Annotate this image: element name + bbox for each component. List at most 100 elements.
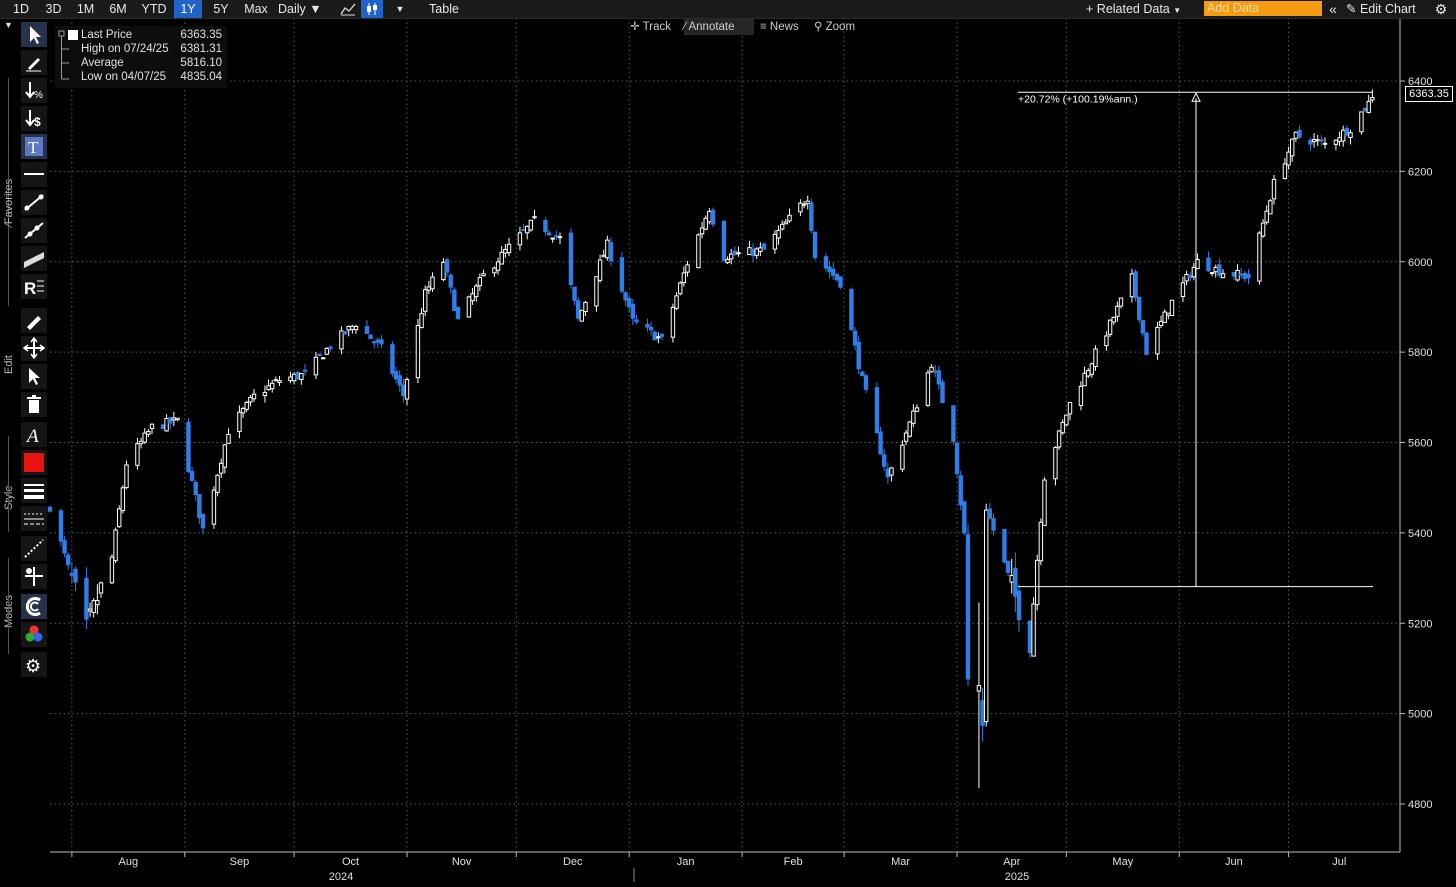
range-1y-button[interactable]: 1Y bbox=[174, 0, 202, 18]
candle-body bbox=[364, 326, 370, 334]
candle-body bbox=[980, 700, 985, 726]
candle-body bbox=[1231, 271, 1237, 277]
candle-body bbox=[780, 223, 785, 230]
candle-body bbox=[1260, 222, 1266, 237]
zoom-button[interactable]: ⚲ Zoom bbox=[814, 19, 866, 35]
candle-body bbox=[1348, 132, 1353, 138]
candle-body bbox=[401, 384, 406, 397]
candle-body bbox=[1144, 332, 1149, 355]
candle-body bbox=[576, 300, 581, 319]
range-1d-button[interactable]: 1D bbox=[13, 2, 29, 16]
range-6m-button[interactable]: 6M bbox=[109, 2, 127, 16]
font-style-icon[interactable]: A bbox=[21, 422, 47, 447]
candle-body bbox=[124, 464, 129, 489]
annotation-arrowhead bbox=[1191, 92, 1201, 102]
line-chart-icon[interactable] bbox=[336, 0, 360, 18]
channel-tool-icon[interactable] bbox=[21, 246, 47, 271]
legend-last-price[interactable]: Last Price 6363.35 bbox=[55, 28, 227, 42]
candle-body bbox=[444, 259, 450, 273]
trash-icon[interactable] bbox=[21, 392, 47, 417]
range-ytd-button[interactable]: YTD bbox=[141, 2, 167, 16]
trend-line-tool-icon[interactable] bbox=[21, 190, 47, 215]
pointer-tool-icon[interactable] bbox=[21, 22, 47, 47]
candle-body bbox=[1089, 363, 1095, 375]
range-1m-button[interactable]: 1M bbox=[76, 2, 95, 16]
candle-body bbox=[1257, 232, 1262, 282]
candle-body bbox=[1370, 97, 1375, 101]
candle-body bbox=[1264, 210, 1269, 223]
line-style-icon[interactable] bbox=[21, 506, 47, 531]
related-data-button[interactable]: + Related Data ▼ bbox=[1086, 0, 1198, 18]
range-max-button[interactable]: Max bbox=[244, 2, 268, 16]
candle-body bbox=[674, 295, 679, 309]
candle-body bbox=[1286, 151, 1291, 166]
candle-body bbox=[1184, 274, 1189, 282]
text-tool-icon[interactable]: T bbox=[21, 134, 47, 159]
candle-body bbox=[630, 303, 636, 319]
candle-body bbox=[550, 237, 555, 240]
edit-chart-button[interactable]: ✎ Edit Chart bbox=[1346, 0, 1426, 18]
chevron-down-icon: ▼ bbox=[309, 2, 322, 16]
color-palette-icon[interactable] bbox=[21, 622, 47, 647]
candle-body bbox=[455, 306, 461, 320]
candle-body bbox=[1137, 296, 1142, 321]
chart-type-dropdown-icon[interactable]: ▼ bbox=[395, 4, 405, 14]
dollar-change-tool-icon[interactable]: $ bbox=[21, 106, 47, 131]
settings-gear-icon[interactable]: ⚙ bbox=[21, 652, 47, 677]
candle-body bbox=[302, 369, 308, 372]
candle-body bbox=[608, 242, 614, 262]
candle-body bbox=[350, 325, 355, 330]
magnet-icon[interactable] bbox=[21, 594, 47, 619]
candle-body bbox=[1362, 107, 1368, 112]
ray-line-tool-icon[interactable] bbox=[21, 218, 47, 243]
draw-line-tool-icon[interactable] bbox=[21, 50, 47, 75]
collapse-icon[interactable]: « bbox=[1329, 1, 1337, 17]
candle-body bbox=[623, 292, 628, 301]
track-button[interactable]: ✛ Track bbox=[630, 19, 682, 35]
candle-body bbox=[120, 487, 126, 512]
legend-avg-label: Average bbox=[81, 57, 124, 69]
candle-body bbox=[1140, 320, 1146, 334]
range-5y-button[interactable]: 5Y bbox=[213, 2, 229, 16]
lasso-icon[interactable] bbox=[21, 536, 47, 561]
candle-body bbox=[1169, 299, 1175, 317]
candle-body bbox=[984, 509, 989, 723]
annotate-button[interactable]: ⁄ Annotate bbox=[684, 19, 754, 35]
retracement-tool-icon[interactable]: R bbox=[21, 274, 47, 299]
news-button[interactable]: ≡ News bbox=[760, 19, 812, 35]
collapse-arrow-icon[interactable]: ▼ bbox=[4, 20, 13, 30]
gear-icon[interactable]: ⚙ bbox=[1434, 1, 1448, 17]
candle-body bbox=[1209, 272, 1215, 275]
month-label: Oct bbox=[342, 856, 359, 868]
candle-body bbox=[430, 276, 435, 290]
candle-body bbox=[1293, 131, 1299, 139]
horizontal-line-tool-icon[interactable] bbox=[21, 162, 47, 187]
table-button[interactable]: Table bbox=[429, 2, 459, 16]
candle-body bbox=[987, 508, 993, 519]
candlestick-icon[interactable] bbox=[361, 0, 383, 18]
crosshair-plus-icon[interactable] bbox=[21, 564, 47, 589]
candle-body bbox=[1333, 139, 1339, 145]
pen-tool-icon[interactable] bbox=[21, 308, 47, 333]
candle-body bbox=[856, 341, 861, 370]
color-picker-icon[interactable] bbox=[21, 450, 47, 475]
candle-body bbox=[1239, 273, 1244, 276]
select-move-tool-icon[interactable] bbox=[21, 364, 47, 389]
add-data-input[interactable]: Add Data bbox=[1204, 1, 1322, 16]
y-tick-label: 4800 bbox=[1408, 799, 1432, 811]
candle-body bbox=[1053, 446, 1058, 480]
line-weight-icon[interactable] bbox=[21, 478, 47, 503]
candle-body bbox=[1282, 163, 1288, 180]
percent-change-tool-icon[interactable]: % bbox=[21, 78, 47, 103]
checkbox-icon[interactable] bbox=[68, 30, 78, 40]
candle-body bbox=[1013, 567, 1018, 597]
month-label: Feb bbox=[784, 856, 803, 868]
candle-body bbox=[933, 370, 938, 373]
candle-body bbox=[251, 393, 257, 400]
candle-body bbox=[266, 385, 271, 390]
range-3d-button[interactable]: 3D bbox=[45, 2, 62, 16]
interval-select[interactable]: Daily ▼ bbox=[278, 0, 328, 18]
move-tool-icon[interactable] bbox=[21, 336, 47, 361]
legend-high: High on 07/24/25 6381.31 bbox=[55, 42, 227, 56]
